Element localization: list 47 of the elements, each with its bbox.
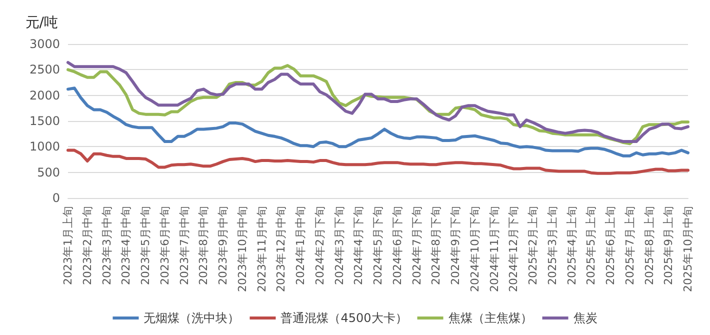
- y-tick-label: 1500: [29, 114, 60, 128]
- y-tick-label: 500: [37, 165, 60, 180]
- x-tick-label: 2023年10月中旬: [236, 206, 249, 292]
- x-tick-label: 2024年8月下旬: [430, 206, 443, 285]
- x-tick-label: 2025年5月上旬: [584, 206, 598, 285]
- x-tick-label: 2024年2月下旬: [313, 206, 326, 285]
- x-tick-label: 2025年3月上旬: [546, 206, 559, 285]
- x-tick-label: 2023年6月中旬: [158, 206, 172, 285]
- y-tick-label: 3000: [29, 37, 60, 51]
- legend-label: 焦煤（主焦煤）: [448, 311, 532, 325]
- x-tick-label: 2024年7月下旬: [410, 206, 424, 285]
- x-tick-label: 2023年2月中旬: [80, 206, 94, 285]
- x-tick-label: 2023年4月中旬: [120, 206, 133, 285]
- x-tick-label: 2024年1月中旬: [294, 206, 307, 285]
- x-tick-label: 2024年10月下旬: [468, 206, 482, 292]
- x-tick-label: 2025年9月上旬: [662, 206, 676, 285]
- x-tick-label: 2023年11月中旬: [255, 206, 268, 292]
- legend-label: 焦炭: [573, 311, 598, 325]
- x-tick-label: 2024年6月下旬: [390, 206, 404, 285]
- x-tick-label: 2023年5月中旬: [139, 206, 152, 285]
- x-tick-label: 2023年8月中旬: [197, 206, 210, 285]
- x-tick-label: 2025年6月上旬: [604, 206, 617, 285]
- x-tick-label: 2024年9月下旬: [449, 206, 462, 285]
- y-tick-label: 1000: [29, 140, 60, 154]
- x-tick-label: 2024年11月下旬: [488, 206, 501, 292]
- x-tick-label: 2023年12月中旬: [274, 206, 288, 292]
- line-series: [66, 86, 690, 158]
- x-tick-label: 2025年4月上旬: [565, 206, 578, 285]
- x-tick-label: 2024年3月下旬: [332, 206, 346, 285]
- x-tick-label: 2024年5月下旬: [372, 206, 384, 285]
- x-tick-label: 2023年7月中旬: [178, 206, 191, 285]
- line-series: [66, 148, 690, 175]
- x-tick-label: 2023年3月中旬: [100, 206, 114, 285]
- x-tick-label: 2025年10月中旬: [682, 206, 694, 292]
- x-tick-label: 2025年8月上旬: [642, 206, 656, 285]
- legend-label: 无烟煤（洗中块）: [144, 311, 240, 325]
- x-tick-label: 2024年12月下旬: [507, 206, 520, 292]
- y-tick-label: 2000: [29, 88, 60, 102]
- x-tick-label: 2024年4月下旬: [352, 206, 366, 285]
- x-tick-label: 2025年2月上旬: [526, 206, 540, 285]
- y-tick-label: 0: [52, 191, 60, 205]
- x-tick-label: 2023年9月中旬: [216, 206, 230, 285]
- y-axis-title: 元/吨: [25, 15, 58, 31]
- x-tick-label: 2023年1月上旬: [62, 206, 74, 285]
- y-tick-label: 2500: [29, 62, 60, 77]
- legend-label: 普通混煤（4500大卡）: [280, 311, 408, 325]
- x-tick-label: 2025年7月上旬: [623, 206, 636, 285]
